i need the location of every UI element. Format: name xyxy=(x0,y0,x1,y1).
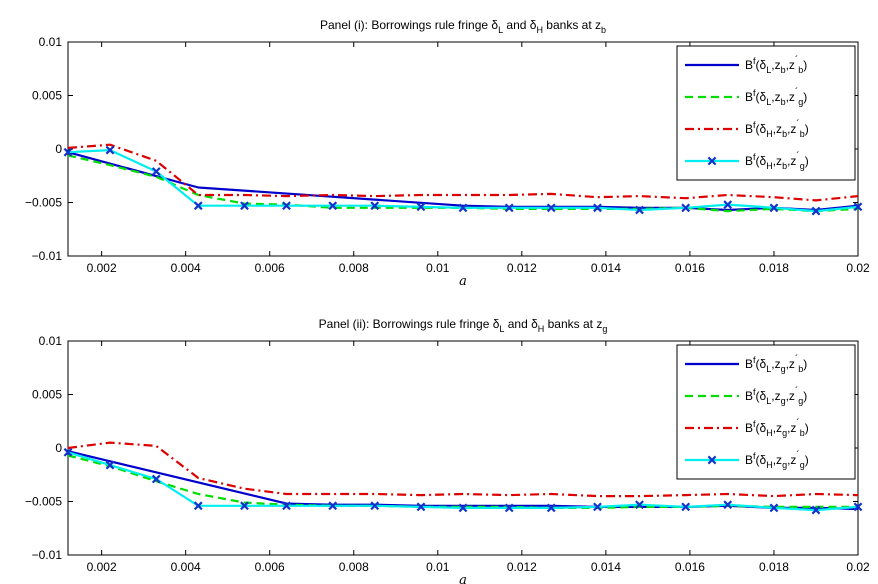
data-point-marker xyxy=(282,501,291,511)
data-point-marker xyxy=(593,502,602,512)
y-tick-label: −0.01 xyxy=(32,548,63,562)
data-point-marker xyxy=(723,200,733,210)
data-point-marker xyxy=(681,502,691,512)
x-tick-label: 0.004 xyxy=(171,261,201,275)
data-point-marker xyxy=(504,203,514,213)
x-tick-label: 0.008 xyxy=(339,261,369,275)
x-tick-label: 0.018 xyxy=(759,560,789,574)
x-tick-label: 0.018 xyxy=(759,261,789,275)
data-point-marker xyxy=(416,202,426,212)
x-tick-label: 0.016 xyxy=(675,560,705,574)
data-point-marker xyxy=(504,503,514,513)
data-point-marker xyxy=(63,447,73,457)
y-tick-label: 0 xyxy=(55,441,62,455)
panel-title: Panel (i): Borrowings rule fringe δL and… xyxy=(320,18,606,35)
series-line-2 xyxy=(67,154,859,213)
legend-marker xyxy=(707,156,717,166)
data-point-marker xyxy=(723,500,733,510)
x-tick-label: 0.014 xyxy=(591,261,621,275)
panel-i: Panel (i): Borrowings rule fringe δL and… xyxy=(25,18,870,289)
x-tick-label: 0.012 xyxy=(507,560,537,574)
data-point-marker xyxy=(240,201,249,211)
x-tick-label: 0.014 xyxy=(591,560,621,574)
legend-label-4: Bf(δH,zg,z´g) xyxy=(745,449,809,470)
x-tick-label: 0.01 xyxy=(426,560,450,574)
data-point-marker xyxy=(853,502,863,512)
legend: Bf(δL,zb,z´b) Bf(δL,zb,z´g) Bf(δH,zb,z´b) B… xyxy=(676,45,856,181)
x-tick-label: 0.006 xyxy=(255,261,285,275)
x-tick-label: 0.002 xyxy=(87,261,117,275)
data-point-marker xyxy=(811,206,821,216)
legend-label-4: Bf(δH,zb,z´g) xyxy=(745,150,809,171)
y-tick-label: 0.005 xyxy=(32,388,62,402)
data-point-marker xyxy=(769,203,779,213)
data-point-marker xyxy=(635,205,644,215)
panel-ii: Panel (ii): Borrowings rule fringe δL an… xyxy=(25,317,870,584)
data-point-marker xyxy=(240,501,249,511)
y-tick-label: 0.005 xyxy=(32,89,62,103)
data-point-marker xyxy=(635,500,644,510)
x-tick-label: 0.012 xyxy=(507,261,537,275)
legend: Bf(δL,zg,z´b) Bf(δL,zg,z´g) Bf(δH,zg,z´b) B… xyxy=(676,344,856,480)
data-point-marker xyxy=(193,501,203,511)
data-point-marker xyxy=(328,201,338,211)
legend-label-2: Bf(δL,zb,z´g) xyxy=(745,86,807,107)
y-tick-label: 0.01 xyxy=(39,35,63,49)
data-point-marker xyxy=(681,203,691,213)
data-point-marker xyxy=(193,201,203,211)
legend-box xyxy=(676,45,856,181)
data-point-marker xyxy=(546,203,556,213)
data-point-marker xyxy=(853,202,863,212)
y-tick-label: 0.01 xyxy=(39,334,63,348)
data-point-marker xyxy=(458,503,468,513)
legend-box xyxy=(676,344,856,480)
data-point-marker xyxy=(151,474,161,484)
data-point-marker xyxy=(151,167,161,176)
legend-label-1: Bf(δL,zb,z´b) xyxy=(745,54,807,75)
data-point-marker xyxy=(370,201,380,211)
data-point-marker xyxy=(370,501,380,511)
legend-label-2: Bf(δL,zg,z´g) xyxy=(745,385,807,406)
data-point-marker xyxy=(458,203,468,213)
x-tick-label: 0.002 xyxy=(87,560,117,574)
legend-label-1: Bf(δL,zg,z´b) xyxy=(745,353,807,374)
x-tick-label: 0.008 xyxy=(339,560,369,574)
data-point-marker xyxy=(105,145,115,155)
data-point-marker xyxy=(328,501,338,511)
x-tick-label: 0.02 xyxy=(846,261,870,275)
legend-label-3: Bf(δH,zg,z´b) xyxy=(745,417,809,438)
data-point-marker xyxy=(811,505,821,515)
y-tick-label: −0.005 xyxy=(25,495,62,509)
x-tick-label: 0.016 xyxy=(675,261,705,275)
x-axis-label: a xyxy=(459,573,467,584)
data-point-marker xyxy=(769,503,779,513)
legend-label-3: Bf(δH,zb,z´b) xyxy=(745,118,809,139)
x-tick-label: 0.02 xyxy=(846,560,870,574)
data-point-marker xyxy=(282,201,291,211)
x-tick-label: 0.006 xyxy=(255,560,285,574)
data-point-marker xyxy=(546,503,556,513)
x-axis-label: a xyxy=(459,274,467,289)
data-point-marker xyxy=(416,502,426,512)
y-tick-label: 0 xyxy=(55,142,62,156)
series-line-3 xyxy=(67,441,859,498)
data-point-marker xyxy=(593,203,602,213)
x-tick-label: 0.01 xyxy=(426,261,450,275)
data-point-marker xyxy=(105,460,115,470)
panel-title: Panel (ii): Borrowings rule fringe δL an… xyxy=(319,317,608,334)
y-tick-label: −0.005 xyxy=(25,196,62,210)
y-tick-label: −0.01 xyxy=(32,249,63,263)
legend-marker xyxy=(707,455,717,465)
x-tick-label: 0.004 xyxy=(171,560,201,574)
data-point-marker xyxy=(63,147,73,157)
